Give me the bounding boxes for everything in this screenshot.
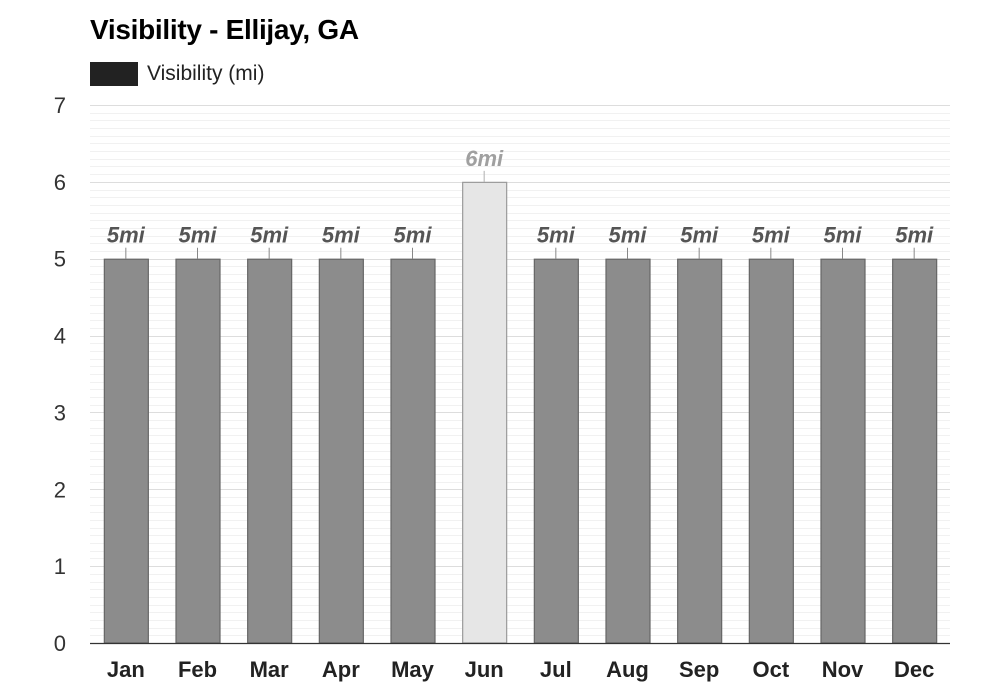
x-tick-label-aug: Aug (606, 657, 649, 682)
x-tick-label-jun: Jun (465, 657, 504, 682)
x-tick-label-jan: Jan (107, 657, 145, 682)
axes: 0 1 2 3 4 5 6 7 Jan Feb Mar Apr May Jun Jul Aug Sep Oct No… (54, 93, 950, 682)
data-label-jul: 5mi (537, 223, 576, 248)
bar-aug (605, 258, 651, 644)
bar-apr (318, 258, 364, 644)
data-label-jan: 5mi (107, 223, 146, 248)
data-labels: 5mi 5mi 5mi 5mi 5mi 6mi 5mi 5mi 5mi 5mi 5mi 5mi (107, 146, 934, 259)
bar-oct (748, 258, 794, 644)
y-tick-label: 2 (54, 477, 66, 502)
x-tick-label-may: May (391, 657, 435, 682)
y-tick-label: 1 (54, 554, 66, 579)
bar-sep (677, 258, 723, 644)
y-tick-label: 6 (54, 170, 66, 195)
legend-swatch (90, 62, 138, 86)
x-tick-label-feb: Feb (178, 657, 217, 682)
bars (103, 181, 938, 644)
x-tick-label-oct: Oct (752, 657, 789, 682)
x-tick-label-mar: Mar (250, 657, 290, 682)
bar-mar (247, 258, 293, 644)
data-label-jun: 6mi (465, 146, 504, 171)
bar-dec (892, 258, 938, 644)
data-label-aug: 5mi (609, 223, 648, 248)
y-tick-label: 5 (54, 247, 66, 272)
data-label-may: 5mi (394, 223, 433, 248)
data-label-dec: 5mi (895, 223, 934, 248)
bar-feb (175, 258, 221, 644)
bar-jan (103, 258, 149, 644)
data-label-oct: 5mi (752, 223, 791, 248)
bar-jun (462, 181, 508, 644)
data-label-feb: 5mi (179, 223, 218, 248)
data-label-mar: 5mi (250, 223, 289, 248)
data-label-apr: 5mi (322, 223, 361, 248)
chart-legend: Visibility (mi) (90, 62, 264, 86)
grid-lines (90, 105, 950, 644)
x-tick-label-jul: Jul (540, 657, 572, 682)
chart-title: Visibility - Ellijay, GA (90, 14, 359, 45)
y-tick-label: 3 (54, 400, 66, 425)
bar-may (390, 258, 436, 644)
data-label-nov: 5mi (824, 223, 863, 248)
x-tick-label-sep: Sep (679, 657, 719, 682)
y-tick-label: 4 (54, 324, 66, 349)
y-tick-label: 7 (54, 93, 66, 118)
bar-nov (820, 258, 866, 644)
x-tick-label-dec: Dec (894, 657, 934, 682)
x-tick-label-apr: Apr (322, 657, 360, 682)
y-tick-label: 0 (54, 631, 66, 656)
data-label-sep: 5mi (680, 223, 719, 248)
x-tick-label-nov: Nov (822, 657, 864, 682)
bar-jul (533, 258, 579, 644)
legend-label: Visibility (mi) (147, 62, 265, 85)
